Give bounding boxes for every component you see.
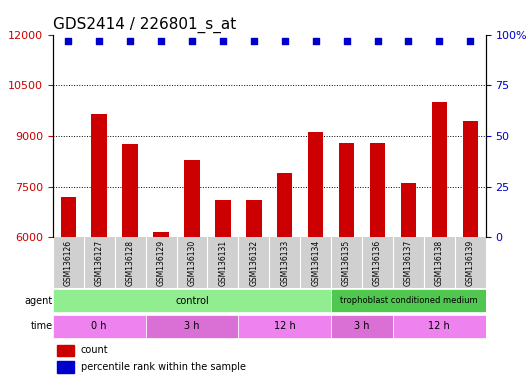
Text: GSM136130: GSM136130 xyxy=(187,240,196,286)
Text: GSM136128: GSM136128 xyxy=(126,240,135,286)
Text: trophoblast conditioned medium: trophoblast conditioned medium xyxy=(340,296,477,305)
Bar xyxy=(215,200,231,237)
Text: GSM136129: GSM136129 xyxy=(156,240,166,286)
Text: 12 h: 12 h xyxy=(274,321,296,331)
Text: GSM136132: GSM136132 xyxy=(249,240,258,286)
FancyBboxPatch shape xyxy=(53,315,146,338)
Bar xyxy=(122,144,138,237)
Text: agent: agent xyxy=(24,296,53,306)
FancyBboxPatch shape xyxy=(146,315,238,338)
Bar xyxy=(308,132,323,237)
Point xyxy=(126,38,134,44)
Text: GSM136126: GSM136126 xyxy=(64,240,73,286)
Text: GSM136135: GSM136135 xyxy=(342,240,351,286)
Point xyxy=(188,38,196,44)
Text: GSM136138: GSM136138 xyxy=(435,240,444,286)
Point xyxy=(373,38,382,44)
Bar xyxy=(57,345,74,356)
Text: time: time xyxy=(31,321,53,331)
Bar xyxy=(432,102,447,237)
Text: 12 h: 12 h xyxy=(429,321,450,331)
Point xyxy=(95,38,103,44)
FancyBboxPatch shape xyxy=(331,315,393,338)
Point xyxy=(342,38,351,44)
Bar xyxy=(184,159,200,237)
Text: 3 h: 3 h xyxy=(354,321,370,331)
Bar xyxy=(277,173,293,237)
Text: GSM136127: GSM136127 xyxy=(95,240,103,286)
FancyBboxPatch shape xyxy=(331,289,486,312)
Bar xyxy=(246,200,261,237)
Point xyxy=(157,38,165,44)
Text: GSM136137: GSM136137 xyxy=(404,240,413,286)
Point xyxy=(404,38,413,44)
Bar xyxy=(463,121,478,237)
Text: percentile rank within the sample: percentile rank within the sample xyxy=(81,362,246,372)
Bar xyxy=(57,361,74,372)
FancyBboxPatch shape xyxy=(238,315,331,338)
Bar xyxy=(91,114,107,237)
Text: control: control xyxy=(175,296,209,306)
Point xyxy=(466,38,475,44)
Text: GSM136134: GSM136134 xyxy=(311,240,320,286)
Text: GSM136139: GSM136139 xyxy=(466,240,475,286)
FancyBboxPatch shape xyxy=(53,289,331,312)
Point xyxy=(435,38,444,44)
Text: GDS2414 / 226801_s_at: GDS2414 / 226801_s_at xyxy=(53,17,236,33)
Bar xyxy=(153,232,169,237)
Text: 3 h: 3 h xyxy=(184,321,200,331)
Point xyxy=(64,38,72,44)
Point xyxy=(219,38,227,44)
Text: GSM136133: GSM136133 xyxy=(280,240,289,286)
Text: GSM136136: GSM136136 xyxy=(373,240,382,286)
Bar xyxy=(370,142,385,237)
Text: count: count xyxy=(81,345,109,355)
Bar xyxy=(339,142,354,237)
Point xyxy=(280,38,289,44)
FancyBboxPatch shape xyxy=(393,315,486,338)
Bar xyxy=(61,197,76,237)
Point xyxy=(312,38,320,44)
Text: GSM136131: GSM136131 xyxy=(219,240,228,286)
Bar xyxy=(401,183,416,237)
Text: 0 h: 0 h xyxy=(91,321,107,331)
Point xyxy=(250,38,258,44)
